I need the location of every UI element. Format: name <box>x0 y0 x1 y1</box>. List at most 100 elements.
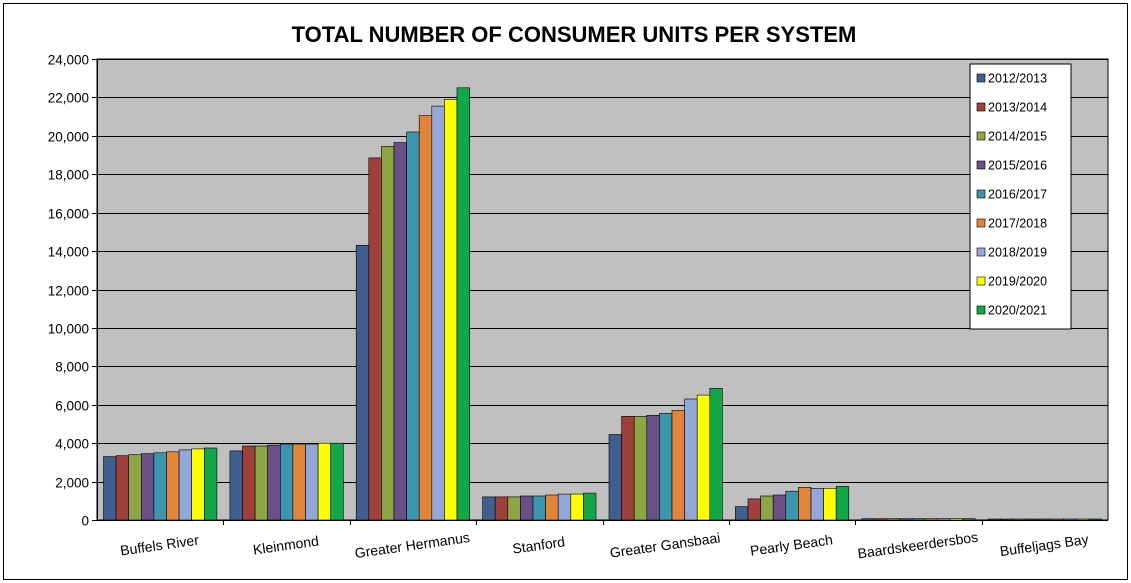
bar-2015-2016-pearly-beach <box>772 494 787 521</box>
y-axis: 0 2,000 4,000 6,000 8,000 10,000 12,000 14,000 1… <box>48 53 1108 529</box>
bar-2016-2017-pearly-beach <box>785 490 799 521</box>
bar-2012-2013-pearly-beach <box>735 506 749 521</box>
bar-2016-2017-buffeljags-bay <box>1038 518 1052 521</box>
bar-2012-2013-stanford <box>482 496 496 521</box>
bar-2013-2014-baardskeerdersbos <box>873 518 888 521</box>
bar-2012-2013-baardskeerdersbos <box>861 518 875 521</box>
bar-2012-2013-buffeljags-bay <box>987 518 1001 521</box>
bar-2018-2019-stanford <box>557 493 572 521</box>
bar-2019-2020-greater-hermanus <box>444 99 458 521</box>
bar-2017-2018-greater-hermanus <box>418 115 433 521</box>
legend-swatch <box>976 189 986 199</box>
bar-2013-2014-buffeljags-bay <box>1000 518 1014 521</box>
legend-entry: 2017/2018 <box>988 217 1047 231</box>
bar-2012-2013-greater-hermanus <box>355 245 370 521</box>
y-tick-label: 8,000 <box>55 360 89 375</box>
bar-2016-2017-kleinmond <box>279 443 294 521</box>
x-category-label: Baardskeerdersbos <box>857 529 979 562</box>
bar-2015-2016-baardskeerdersbos <box>899 518 913 521</box>
bar-2020-2021-greater-hermanus <box>456 87 470 521</box>
x-category-label: Greater Hermanus <box>354 529 471 561</box>
bar-2016-2017-stanford <box>532 495 546 521</box>
bar-2014-2015-greater-gansbaai <box>633 415 648 521</box>
bar-2020-2021-baardskeerdersbos <box>962 518 976 521</box>
bar-2015-2016-greater-gansbaai <box>646 414 660 521</box>
y-tick-label: 18,000 <box>48 168 89 183</box>
bar-2015-2016-stanford <box>520 495 534 521</box>
bar-2014-2015-baardskeerdersbos <box>886 518 900 521</box>
bar-2017-2018-buffeljags-bay <box>1050 518 1064 521</box>
bar-2014-2015-stanford <box>507 496 521 521</box>
bar-2019-2020-pearly-beach <box>823 487 837 521</box>
x-category-label: Buffels River <box>119 532 200 559</box>
bar-2020-2021-kleinmond <box>330 442 344 521</box>
y-tick-label: 20,000 <box>48 130 89 145</box>
bar-2019-2020-buffeljags-bay <box>1076 518 1090 521</box>
bar-2016-2017-buffels-river <box>153 452 167 521</box>
bar-2015-2016-greater-hermanus <box>393 142 407 521</box>
bar-2015-2016-buffels-river <box>141 453 155 521</box>
x-category-label: Pearly Beach <box>749 531 834 558</box>
bar-2019-2020-kleinmond <box>317 442 332 521</box>
bar-2013-2014-stanford <box>494 496 509 521</box>
legend-entry: 2015/2016 <box>988 159 1047 173</box>
bar-2019-2020-buffels-river <box>191 448 205 521</box>
legend-entry: 2019/2020 <box>988 275 1047 289</box>
y-tick-label: 10,000 <box>48 322 89 337</box>
legend-box <box>969 63 1072 330</box>
bar-2017-2018-baardskeerdersbos <box>924 518 938 521</box>
legend-swatch <box>976 102 986 112</box>
bar-2015-2016-buffeljags-bay <box>1025 518 1039 521</box>
bar-2020-2021-pearly-beach <box>835 486 850 521</box>
legend-swatch <box>976 218 986 228</box>
bar-2018-2019-kleinmond <box>305 443 319 521</box>
bar-2014-2015-buffeljags-bay <box>1012 518 1027 521</box>
bar-2018-2019-baardskeerdersbos <box>936 518 951 521</box>
bar-2015-2016-kleinmond <box>267 444 281 521</box>
bar-2013-2014-kleinmond <box>242 445 256 521</box>
legend-entry: 2014/2015 <box>988 130 1047 144</box>
bar-2014-2015-buffels-river <box>128 454 142 521</box>
y-tick-label: 0 <box>81 514 89 529</box>
legend-entry: 2020/2021 <box>988 304 1047 318</box>
bar-2013-2014-greater-hermanus <box>368 157 382 521</box>
bar-2014-2015-pearly-beach <box>760 495 774 521</box>
bar-2019-2020-stanford <box>570 493 584 521</box>
legend-entry: 2012/2013 <box>988 72 1047 86</box>
bar-2018-2019-buffeljags-bay <box>1063 518 1077 521</box>
bars <box>103 87 1102 521</box>
bar-2019-2020-baardskeerdersbos <box>949 518 963 521</box>
bar-2012-2013-buffels-river <box>103 456 117 521</box>
bar-2018-2019-greater-hermanus <box>431 105 445 521</box>
bar-2016-2017-baardskeerdersbos <box>911 518 925 521</box>
bar-2017-2018-pearly-beach <box>798 486 812 521</box>
bar-2013-2014-pearly-beach <box>747 498 761 521</box>
y-tick-label: 6,000 <box>55 399 89 414</box>
y-tick-label: 4,000 <box>55 437 89 452</box>
bar-2018-2019-pearly-beach <box>810 487 824 521</box>
bar-2020-2021-buffels-river <box>204 447 218 521</box>
bar-2017-2018-kleinmond <box>292 443 306 521</box>
y-tick-label: 16,000 <box>48 207 89 222</box>
bar-2012-2013-kleinmond <box>229 450 243 521</box>
bar-2014-2015-greater-hermanus <box>381 146 395 521</box>
bar-2017-2018-stanford <box>545 494 559 521</box>
legend-entry: 2016/2017 <box>988 188 1047 202</box>
bar-2020-2021-stanford <box>583 492 597 521</box>
x-category-label: Stanford <box>511 533 566 556</box>
legend-entry: 2013/2014 <box>988 101 1047 115</box>
y-tick-label: 12,000 <box>48 284 89 299</box>
legend: 2012/2013 2013/2014 2014/2015 2015/2016 2016… <box>969 63 1072 330</box>
legend-swatch <box>976 131 986 141</box>
x-category-label: Kleinmond <box>252 533 320 558</box>
x-category-label: Buffeljags Bay <box>999 531 1090 559</box>
legend-swatch <box>976 305 986 315</box>
bar-2017-2018-buffels-river <box>166 451 180 521</box>
chart-title: TOTAL NUMBER OF CONSUMER UNITS PER SYSTE… <box>292 22 857 47</box>
bar-2013-2014-buffels-river <box>115 455 129 521</box>
bar-2020-2021-greater-gansbaai <box>709 388 723 521</box>
legend-swatch <box>976 276 986 286</box>
legend-entry: 2018/2019 <box>988 246 1047 260</box>
plot-area <box>96 58 1109 521</box>
